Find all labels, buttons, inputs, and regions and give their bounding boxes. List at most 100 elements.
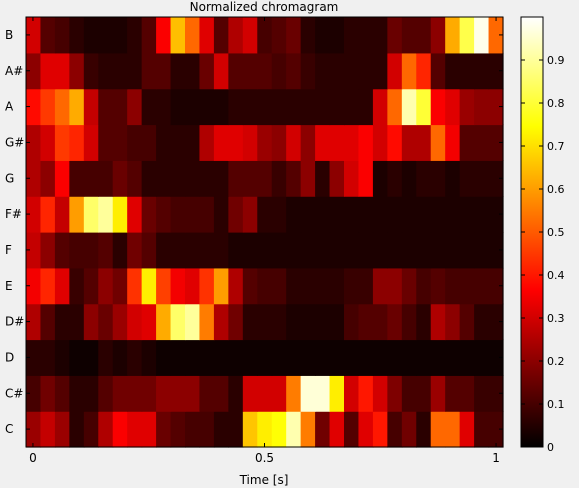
- heatmap-cell: [358, 88, 374, 126]
- heatmap-cell: [69, 411, 85, 448]
- heatmap-cell: [257, 196, 273, 233]
- heatmap-cell: [156, 124, 172, 161]
- heatmap-cell: [358, 339, 374, 376]
- heatmap-cell: [257, 52, 273, 90]
- heatmap-cell: [170, 196, 186, 233]
- heatmap-cell: [300, 196, 316, 233]
- heatmap-cell: [54, 232, 70, 269]
- heatmap-cell: [286, 375, 302, 412]
- heatmap-cell: [329, 375, 345, 412]
- heatmap-cell: [286, 124, 302, 161]
- heatmap-cell: [213, 303, 229, 341]
- heatmap-cell: [98, 267, 114, 305]
- heatmap-cell: [358, 267, 374, 305]
- heatmap-cell: [127, 411, 143, 448]
- heatmap-cell: [315, 52, 331, 90]
- colorbar-tick-label: 0.4: [547, 269, 565, 282]
- heatmap-cell: [40, 196, 56, 233]
- heatmap-cell: [54, 411, 70, 448]
- heatmap-cell: [344, 52, 360, 90]
- heatmap-cell: [286, 17, 302, 54]
- heatmap-cell: [459, 267, 475, 305]
- colorbar-tick-label: 0.3: [547, 312, 565, 325]
- heatmap-cell: [401, 88, 417, 126]
- heatmap-cell: [213, 196, 229, 233]
- heatmap-cell: [98, 17, 114, 54]
- heatmap-cell: [358, 232, 374, 269]
- heatmap-cell: [228, 52, 244, 90]
- heatmap-cell: [344, 160, 360, 197]
- heatmap-cell: [344, 339, 360, 376]
- heatmap-cell: [141, 17, 157, 54]
- heatmap-cell: [416, 88, 432, 126]
- heatmap-cell: [141, 88, 157, 126]
- heatmap-cell: [358, 124, 374, 161]
- heatmap-cell: [242, 160, 258, 197]
- heatmap-cell: [141, 267, 157, 305]
- y-tick-label: F: [5, 243, 12, 257]
- heatmap-cell: [54, 196, 70, 233]
- heatmap-cell: [170, 375, 186, 412]
- y-axis: C C# D D# E F F# G G# A A# B: [5, 28, 503, 436]
- heatmap-cell: [372, 88, 388, 126]
- heatmap-cell: [69, 160, 85, 197]
- heatmap-cell: [141, 52, 157, 90]
- heatmap-cell: [445, 88, 461, 126]
- heatmap-cell: [300, 232, 316, 269]
- heatmap-cell: [213, 375, 229, 412]
- heatmap-cell: [170, 17, 186, 54]
- heatmap-cell: [83, 196, 99, 233]
- colorbar-tick-label: 0.5: [547, 226, 565, 239]
- heatmap-cell: [69, 267, 85, 305]
- heatmap-cell: [271, 232, 287, 269]
- heatmap-cell: [401, 411, 417, 448]
- heatmap-cell: [488, 339, 504, 376]
- heatmap-cell: [474, 339, 490, 376]
- heatmap-cell: [300, 160, 316, 197]
- heatmap-cell: [329, 303, 345, 341]
- heatmap-cell: [488, 232, 504, 269]
- heatmap-cell: [401, 232, 417, 269]
- heatmap-cell: [329, 124, 345, 161]
- y-tick-label: E: [5, 279, 13, 293]
- heatmap-cell: [170, 339, 186, 376]
- heatmap-cell: [430, 303, 446, 341]
- heatmap-cell: [170, 232, 186, 269]
- heatmap-cell: [98, 52, 114, 90]
- heatmap-cell: [329, 411, 345, 448]
- heatmap-cell: [372, 124, 388, 161]
- y-tick-label: C#: [5, 386, 23, 400]
- heatmap-cell: [430, 124, 446, 161]
- heatmap-cell: [344, 411, 360, 448]
- heatmap-cell: [315, 232, 331, 269]
- heatmap-cell: [315, 267, 331, 305]
- heatmap-cell: [127, 375, 143, 412]
- heatmap-cell: [83, 17, 99, 54]
- heatmap-cell: [40, 411, 56, 448]
- heatmap-cell: [213, 124, 229, 161]
- heatmap-cell: [459, 375, 475, 412]
- heatmap-cell: [459, 124, 475, 161]
- x-tick-label: 1: [492, 451, 500, 465]
- heatmap-cell: [228, 267, 244, 305]
- heatmap-cell: [54, 303, 70, 341]
- heatmap-cell: [26, 52, 42, 90]
- heatmap-cell: [170, 124, 186, 161]
- heatmap-cell: [127, 52, 143, 90]
- heatmap-cell: [112, 375, 128, 412]
- heatmap-cell: [416, 375, 432, 412]
- heatmap-cell: [26, 17, 42, 54]
- colorbar-tick-label: 0.2: [547, 355, 565, 368]
- heatmap-cell: [286, 196, 302, 233]
- heatmap-cell: [54, 160, 70, 197]
- heatmap-cell: [228, 232, 244, 269]
- heatmap-cell: [488, 267, 504, 305]
- heatmap-cell: [257, 160, 273, 197]
- heatmap-cell: [127, 339, 143, 376]
- y-tick-label: A#: [5, 64, 23, 78]
- heatmap-cell: [83, 52, 99, 90]
- x-axis: 0 0.5 1: [29, 17, 500, 465]
- heatmap-cell: [401, 52, 417, 90]
- heatmap-cell: [459, 196, 475, 233]
- heatmap-cell: [445, 232, 461, 269]
